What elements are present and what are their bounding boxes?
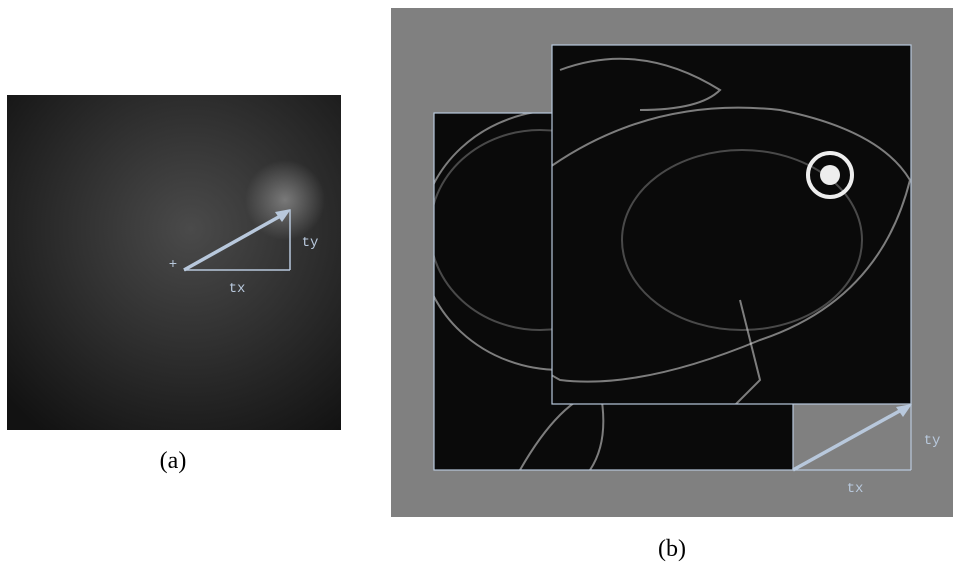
panel-a: + tx ty (a): [7, 95, 341, 474]
tx-label: tx: [847, 481, 864, 497]
tx-label: tx: [229, 281, 246, 297]
ty-label: ty: [302, 235, 319, 251]
figure: + tx ty (a): [0, 0, 953, 563]
origin-marker: +: [169, 257, 177, 273]
ty-label: ty: [924, 433, 941, 449]
panel-b: tx ty (b): [391, 8, 953, 562]
caption: (a): [160, 448, 187, 474]
caption: (b): [658, 536, 686, 562]
